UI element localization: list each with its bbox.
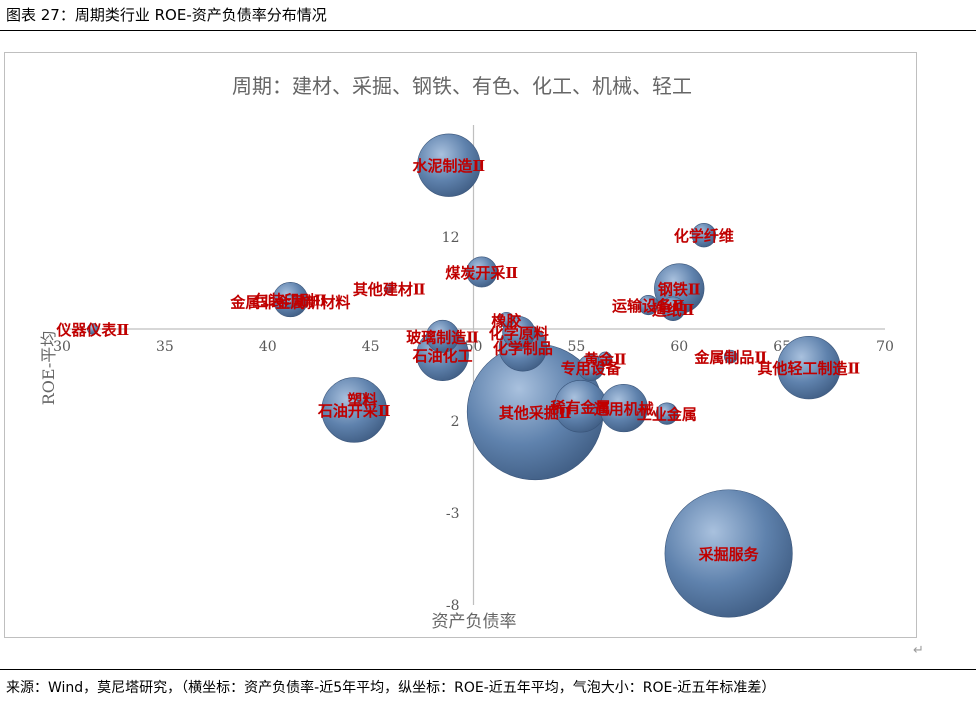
bubble-label: 专用设备 <box>561 360 622 378</box>
bubble-point <box>577 354 605 381</box>
y-tick-label: 2 <box>451 414 460 430</box>
x-tick-label: 35 <box>156 339 174 355</box>
bubble-label: 通用机械 <box>594 400 654 418</box>
bubble-label: 金属制品Ⅱ <box>693 349 767 367</box>
x-tick-label: 50 <box>465 339 483 355</box>
bubble-label: 化学制品 <box>493 339 553 357</box>
bubble-point <box>466 256 498 288</box>
y-tick-label: 12 <box>442 230 460 246</box>
bubble-label: 石油开采Ⅱ <box>317 402 391 420</box>
bubble-label: 黄金Ⅱ <box>584 350 627 368</box>
bubble-label: 水泥制造Ⅱ <box>412 157 485 175</box>
y-tick-label: -8 <box>446 598 460 614</box>
bubble-label: 钢铁Ⅱ <box>658 281 701 299</box>
caption-rule <box>0 30 976 31</box>
bubble-point <box>498 311 515 328</box>
x-tick-label: 30 <box>53 339 71 355</box>
bubble-point <box>664 489 793 618</box>
bubble-label: 仪器仪表Ⅱ <box>56 321 130 339</box>
x-tick-label: 70 <box>876 339 894 355</box>
bubble-label: 化学纤维 <box>674 227 734 245</box>
bubble-label: 煤炭开采Ⅱ <box>445 264 518 282</box>
x-axis-title: 资产负债率 <box>432 612 517 632</box>
bubble-point <box>655 402 679 425</box>
y-tick-label: -3 <box>446 506 460 522</box>
bubble-point <box>87 323 99 335</box>
bubble-point <box>777 336 841 400</box>
bubble-point <box>691 222 717 248</box>
bubble-label: 其他建材Ⅱ <box>353 281 426 299</box>
bubble-label: 橡胶 <box>491 312 521 330</box>
source-rule <box>0 669 976 670</box>
bubble-label: 其他轻工制造Ⅱ <box>758 360 861 378</box>
x-tick-label: 55 <box>567 339 585 355</box>
chart-frame: 周期：建材、采掘、钢铁、有色、化工、机械、轻工 30 35 40 45 50 55 60 65… <box>4 52 917 638</box>
bubble-point <box>321 377 387 443</box>
bubble-label: 塑料 <box>347 391 377 409</box>
paragraph-mark-icon: ↵ <box>913 643 924 658</box>
bubble-label: 稀有金属 <box>550 398 610 416</box>
chart-title: 周期：建材、采掘、钢铁、有色、化工、机械、轻工 <box>232 74 692 98</box>
x-tick-label: 45 <box>362 339 380 355</box>
bubble-label: 化学原料 <box>489 325 549 343</box>
bubble-label: 包装印刷Ⅱ <box>254 292 327 310</box>
bubble-label: 金属非金属新材料 <box>229 293 350 311</box>
bubble-point <box>598 351 612 366</box>
figure-caption: 图表 27：周期类行业 ROE-资产负债率分布情况 <box>6 6 327 24</box>
bubble-point <box>599 384 648 433</box>
bubble-label: 运输设备Ⅱ <box>612 297 685 315</box>
bubble-label: 石油化工 <box>412 347 473 365</box>
x-tick-label: 60 <box>670 339 688 355</box>
bubble-label: 玻璃制造Ⅱ <box>406 328 479 346</box>
bubble-point <box>356 393 369 405</box>
y-axis-title: ROE-平均 <box>39 331 58 406</box>
bubble-label: 造纸Ⅱ <box>652 301 695 319</box>
x-tick-label: 40 <box>259 339 277 355</box>
bubble-point <box>384 283 394 294</box>
bubble-point <box>426 319 460 353</box>
bubble-point <box>417 133 481 197</box>
source-note: 来源：Wind，莫尼塔研究，（横坐标：资产负债率-近5年平均，纵坐标：ROE-近… <box>6 680 776 696</box>
bubble-chart: 周期：建材、采掘、钢铁、有色、化工、机械、轻工 30 35 40 45 50 55 60 65… <box>39 74 894 632</box>
bubble-label: 其他采掘Ⅱ <box>499 404 572 422</box>
bubble-point <box>638 295 659 316</box>
bubble-point <box>283 294 298 309</box>
bubble-label: 工业金属 <box>637 406 697 424</box>
bubble-label: 采掘服务 <box>698 545 760 563</box>
bubble-point <box>660 296 686 321</box>
bubble-point <box>723 349 738 364</box>
